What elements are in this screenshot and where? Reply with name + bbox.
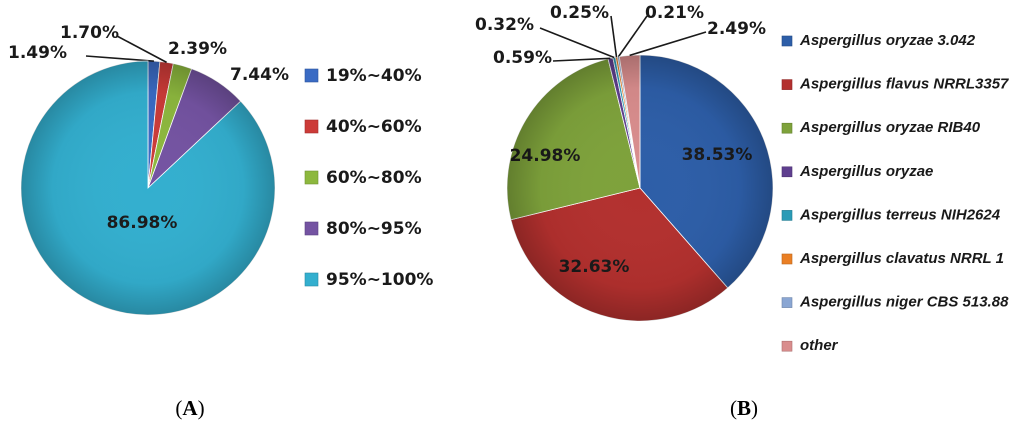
pie-b-data-label-other: 2.49% bbox=[707, 19, 766, 39]
pie-a-leader-line-40-60 bbox=[116, 35, 167, 64]
legend-b-swatch-aspergillus-flavus-nrrl3357 bbox=[781, 79, 793, 90]
pie-b-leader-line-aspergillus-clavatus-nrrl-1 bbox=[610, 15, 618, 58]
legend-a-swatch-80-95 bbox=[304, 221, 319, 236]
legend-b-label-aspergillus-oryzae: Aspergillus oryzae bbox=[799, 163, 933, 180]
legend-b-swatch-aspergillus-oryzae bbox=[781, 166, 793, 178]
pie-a-data-label-40-60: 1.70% bbox=[60, 23, 119, 43]
legend-b-label-aspergillus-terreus-nih2624: Aspergillus terreus NIH2624 bbox=[799, 206, 1001, 223]
pie-a-leader-line-19-40 bbox=[85, 55, 155, 62]
legend-a-label-40-60: 40%~60% bbox=[326, 117, 422, 137]
legend-b-swatch-aspergillus-terreus-nih2624 bbox=[781, 210, 793, 221]
legend-a-swatch-95-100 bbox=[304, 272, 319, 287]
legend-b-swatch-aspergillus-niger-cbs-513-88 bbox=[781, 297, 793, 308]
legend-b-swatch-aspergillus-oryzae-3-042 bbox=[781, 35, 793, 47]
legend-b-swatch-aspergillus-clavatus-nrrl-1 bbox=[781, 253, 793, 265]
legend-b: Aspergillus oryzae 3.042 Aspergillus flav… bbox=[781, 32, 1009, 354]
pie-b-data-label-aspergillus-oryzae-3-042: 38.53% bbox=[682, 145, 753, 165]
legend-a-label-95-100: 95%~100% bbox=[326, 270, 433, 290]
pie-a-data-label-60-80: 2.39% bbox=[168, 39, 227, 59]
pie-b-leader-line-aspergillus-terreus-nih2624 bbox=[539, 27, 615, 59]
legend-b-label-other: other bbox=[800, 337, 839, 354]
pie-b-data-label-aspergillus-oryzae-rib40: 24.98% bbox=[510, 146, 581, 166]
pie-a-data-label-80-95: 7.44% bbox=[230, 65, 289, 85]
legend-b-label-aspergillus-oryzae-3-042: Aspergillus oryzae 3.042 bbox=[799, 32, 976, 49]
legend-b-label-aspergillus-niger-cbs-513-88: Aspergillus niger CBS 513.88 bbox=[799, 294, 1009, 311]
pie-b-data-label-aspergillus-clavatus-nrrl-1: 0.25% bbox=[550, 3, 609, 23]
pie-a-data-label-95-100: 86.98% bbox=[107, 213, 178, 233]
pie-chart-b: 38.53% 32.63% 24.98% 0.59% 0.32% 0.25% 0.21%2.… bbox=[475, 3, 774, 322]
legend-a-label-19-40: 19%~40% bbox=[326, 66, 422, 86]
legend-b-label-aspergillus-clavatus-nrrl-1: Aspergillus clavatus NRRL 1 bbox=[799, 250, 1004, 267]
legend-a: 19%~40% 40%~60% 60%~80% 80%~95% 95%~100% bbox=[304, 66, 433, 290]
pie-chart-a: 1.49%1.70% 2.39%7.44% 86.98% bbox=[8, 23, 289, 316]
legend-b-swatch-other bbox=[781, 340, 793, 352]
panel-label-b: (B) bbox=[730, 396, 758, 420]
pie-b-data-label-aspergillus-terreus-nih2624: 0.32% bbox=[475, 15, 534, 35]
legend-a-label-60-80: 60%~80% bbox=[326, 168, 422, 188]
pie-b-leader-line-aspergillus-niger-cbs-513-88 bbox=[617, 15, 648, 58]
legend-a-label-80-95: 80%~95% bbox=[326, 219, 422, 239]
legend-a-swatch-19-40 bbox=[304, 68, 319, 83]
legend-b-label-aspergillus-flavus-nrrl3357: Aspergillus flavus NRRL3357 bbox=[799, 76, 1009, 93]
legend-b-label-aspergillus-oryzae-rib40: Aspergillus oryzae RIB40 bbox=[799, 119, 981, 136]
legend-a-swatch-40-60 bbox=[304, 119, 319, 134]
pie-b-leader-line-other bbox=[629, 31, 707, 57]
panel-label-a: (A) bbox=[175, 396, 204, 420]
legend-a-swatch-60-80 bbox=[304, 170, 319, 185]
pie-a-data-label-19-40: 1.49% bbox=[8, 43, 67, 63]
legend-b-swatch-aspergillus-oryzae-rib40 bbox=[781, 122, 793, 134]
pie-b-data-label-aspergillus-flavus-nrrl3357: 32.63% bbox=[559, 257, 630, 277]
pie-b-data-label-aspergillus-niger-cbs-513-88: 0.21% bbox=[645, 3, 704, 23]
pie-b-data-label-aspergillus-oryzae: 0.59% bbox=[493, 48, 552, 68]
